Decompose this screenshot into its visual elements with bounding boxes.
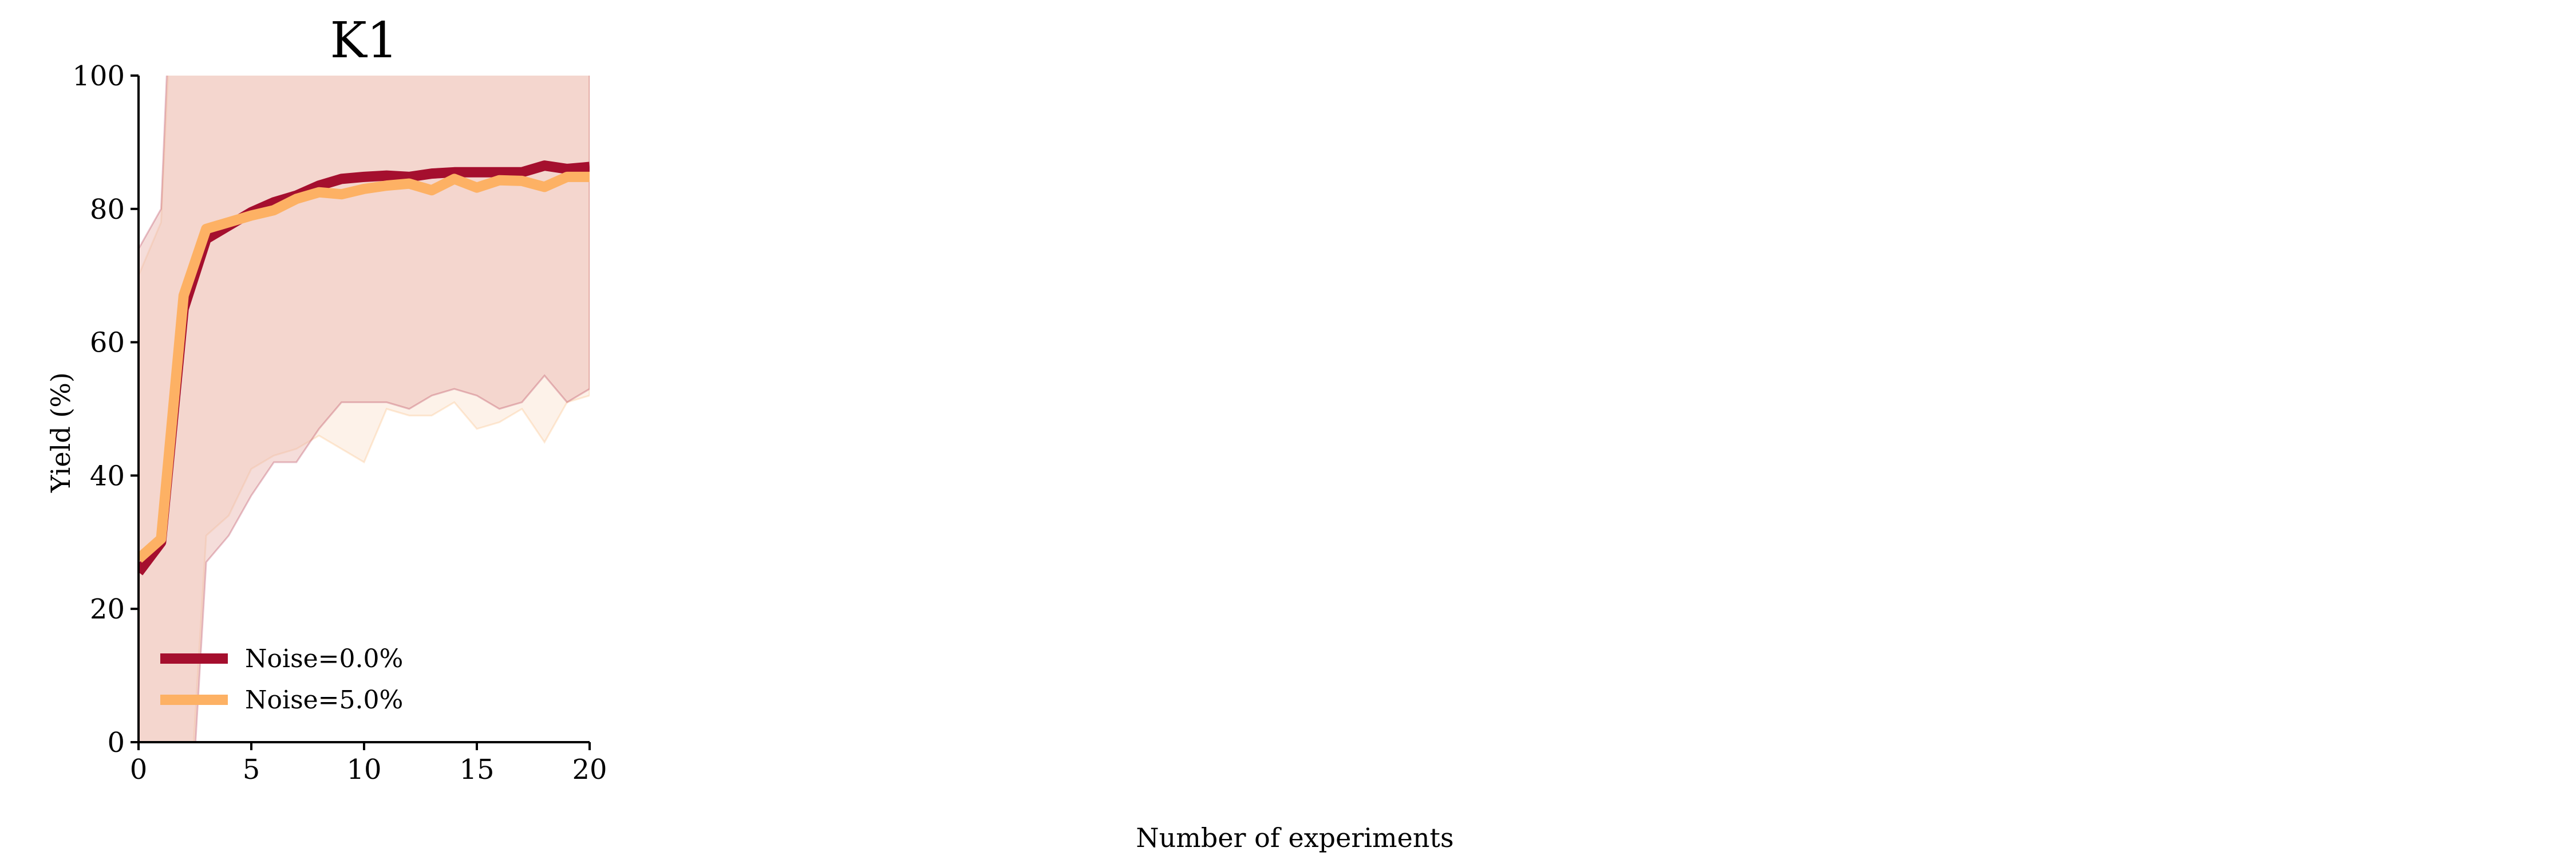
y-tick-label: 80 bbox=[90, 194, 125, 226]
legend: Noise=0.0% Noise=5.0% bbox=[160, 644, 403, 715]
legend-label: Noise=5.0% bbox=[245, 685, 403, 715]
series-line-noise-5-0 bbox=[139, 171, 590, 563]
y-tick-label: 20 bbox=[90, 593, 125, 625]
x-tick-label: 10 bbox=[346, 754, 381, 786]
y-ticks: 0 20 40 60 80 100 bbox=[72, 60, 139, 759]
series-line-noise-0-0 bbox=[139, 160, 590, 576]
band-noise-0-0 bbox=[139, 76, 590, 742]
y-tick-label: 60 bbox=[90, 327, 125, 359]
x-tick-label: 5 bbox=[243, 754, 260, 786]
y-tick-label: 0 bbox=[107, 727, 125, 759]
shared-x-axis-label: Number of experiments bbox=[1136, 822, 1453, 853]
y-axis-label: Yield (%) bbox=[45, 372, 76, 493]
series-lines bbox=[139, 160, 590, 576]
y-tick-label: 100 bbox=[72, 60, 125, 92]
x-tick-label: 20 bbox=[572, 754, 607, 786]
x-ticks: 0 5 10 15 20 bbox=[130, 742, 607, 786]
x-tick-label: 0 bbox=[130, 754, 148, 786]
y-tick-label: 40 bbox=[90, 460, 125, 492]
x-tick-label: 15 bbox=[459, 754, 494, 786]
band-noise-5-0 bbox=[139, 76, 590, 742]
chart-panel-k1: K1 0 5 10 15 20 0 20 40 60 80 100 Yield (%) Noise… bbox=[45, 12, 607, 786]
confidence-bands bbox=[139, 76, 590, 742]
chart-title: K1 bbox=[330, 12, 398, 69]
legend-label: Noise=0.0% bbox=[245, 644, 403, 673]
